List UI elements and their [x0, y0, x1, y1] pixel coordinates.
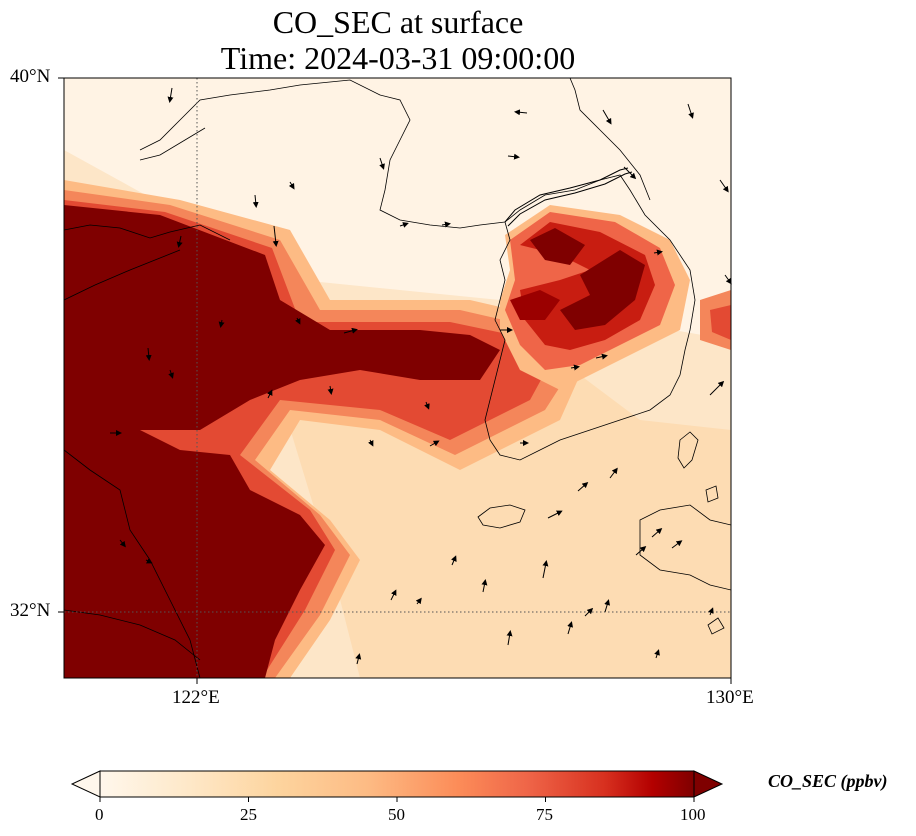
wind-arrow — [609, 467, 618, 479]
map-title-line1: CO_SEC at surface — [272, 4, 524, 40]
lat-tick-label-40n: 40°N — [10, 66, 51, 87]
wind-arrow — [145, 557, 153, 564]
wind-arrow — [379, 157, 385, 170]
wind-arrow — [623, 166, 637, 180]
wind-arrow — [451, 555, 457, 566]
wind-arrow — [671, 540, 683, 549]
wind-arrow — [355, 653, 362, 665]
colorbar-gradient — [100, 771, 694, 797]
wind-arrow — [119, 539, 126, 548]
colorbar-tick-75: 75 — [536, 805, 553, 824]
wind-arrow — [577, 482, 589, 492]
wind-arrow — [218, 319, 225, 328]
wind-arrow — [709, 380, 725, 396]
wind-arrow — [724, 274, 732, 285]
wind-arrow — [167, 87, 174, 103]
wind-arrow — [651, 528, 663, 538]
wind-arrow — [595, 353, 608, 360]
wind-arrow — [719, 179, 729, 193]
colorbar-title: CO_SEC (ppbv) — [768, 771, 888, 791]
wind-arrow — [441, 221, 451, 228]
wind-arrow — [429, 440, 440, 447]
wind-arrow — [367, 439, 374, 447]
wind-arrow — [542, 560, 549, 579]
wind-arrow — [604, 599, 611, 613]
wind-arrow — [514, 109, 528, 116]
wind-arrow — [547, 510, 563, 519]
wind-arrow — [635, 546, 647, 556]
colorbar-extend-high — [693, 770, 724, 798]
concentration-field — [64, 78, 731, 678]
wind-arrow — [567, 621, 574, 635]
wind-arrow — [687, 103, 694, 119]
wind-arrow — [399, 222, 409, 228]
wind-arrow — [176, 235, 183, 248]
colorbar-tick-100: 100 — [680, 805, 706, 824]
wind-arrow — [424, 401, 430, 410]
wind-vectors — [110, 87, 732, 665]
map-title-line2: Time: 2024-03-31 09:00:00 — [220, 40, 576, 76]
colorbar-extend-low — [70, 770, 101, 798]
map-frame — [63, 77, 732, 679]
wind-arrow — [327, 385, 334, 395]
wind-arrow — [506, 630, 513, 646]
colorbar — [70, 770, 724, 802]
wind-arrow — [481, 579, 488, 593]
gridlines — [64, 78, 731, 678]
wind-arrow — [252, 194, 259, 208]
lat-tick-label-32n: 32°N — [10, 600, 51, 621]
coastlines — [64, 78, 731, 678]
wind-arrow — [654, 649, 660, 659]
wind-arrow — [294, 317, 301, 325]
wind-arrow — [266, 389, 273, 399]
wind-arrow — [390, 589, 397, 601]
wind-arrow — [570, 364, 580, 371]
wind-arrow — [507, 153, 520, 160]
wind-arrow — [343, 327, 358, 334]
colorbar-tick-50: 50 — [388, 805, 405, 824]
colorbar-tick-25: 25 — [240, 805, 257, 824]
wind-arrow — [653, 249, 663, 256]
wind-arrow — [708, 607, 714, 616]
wind-arrow — [168, 369, 174, 379]
wind-arrow — [415, 597, 422, 605]
lon-tick-label-122e: 122°E — [172, 687, 220, 708]
wind-arrow — [145, 347, 152, 361]
colorbar-tick-0: 0 — [95, 805, 104, 824]
wind-arrow — [288, 181, 295, 190]
lon-tick-label-130e: 130°E — [706, 687, 754, 708]
axis-ticks — [58, 77, 732, 684]
wind-arrow — [602, 109, 612, 125]
wind-arrow — [272, 225, 279, 247]
wind-arrow — [584, 607, 594, 617]
